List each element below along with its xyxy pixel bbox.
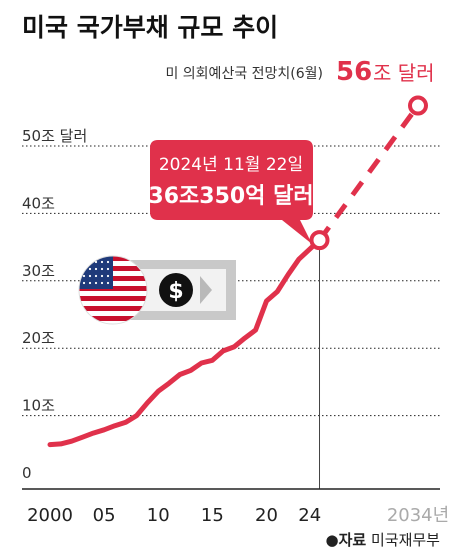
us-flag-icon — [79, 256, 147, 324]
source-note: ●자료 미국재무부 — [326, 529, 441, 550]
chart-title: 미국 국가부채 규모 추이 — [22, 13, 279, 42]
x-tick-label: 20 — [255, 505, 278, 526]
projection-unit: 조 달러 — [373, 61, 435, 85]
dollar-coin — [159, 273, 193, 307]
us-flag-dollar-illustration: $ — [78, 255, 236, 325]
source-prefix: ●자료 — [325, 531, 367, 549]
source-name: 미국재무부 — [370, 531, 440, 549]
y-tick-label: 30조 — [22, 262, 55, 280]
x-tick-label: 10 — [147, 505, 170, 526]
callout-marker — [309, 230, 330, 251]
y-tick-label: 10조 — [22, 397, 55, 415]
x-tick-label: 05 — [93, 505, 116, 526]
projection-marker — [408, 95, 428, 116]
annotations: 2024년 11월 22일 36조350억 달러 미 의회예산국 전망치(6월) 56… — [148, 57, 435, 251]
y-tick-label: 20조 — [22, 329, 55, 347]
projection-label: 미 의회예산국 전망치(6월) — [165, 66, 323, 82]
callout-value: 36조350억 달러 — [148, 184, 313, 209]
projection-value: 56 — [336, 57, 372, 87]
dollar-icon: $ — [168, 279, 183, 304]
dollar-bill-ornament — [200, 276, 212, 304]
callout-date: 2024년 11월 22일 — [159, 155, 303, 175]
x-tick-label: 2034년 — [387, 505, 449, 526]
y-tick-label: 50조 달러 — [22, 127, 87, 145]
debt-line — [47, 237, 322, 448]
y-tick-label: 0 — [22, 464, 32, 482]
y-tick-label: 40조 — [22, 194, 55, 212]
series — [47, 104, 421, 448]
projection-line — [317, 104, 421, 242]
axes: 50조 달러 40조 30조 20조 10조 0 2000 05 10 15 20 24 2034년 — [22, 127, 449, 526]
x-tick-label: 15 — [201, 505, 224, 526]
callout-box — [150, 140, 313, 244]
x-tick-label: 2000 — [27, 505, 73, 526]
x-tick-label: 24 — [298, 505, 321, 526]
